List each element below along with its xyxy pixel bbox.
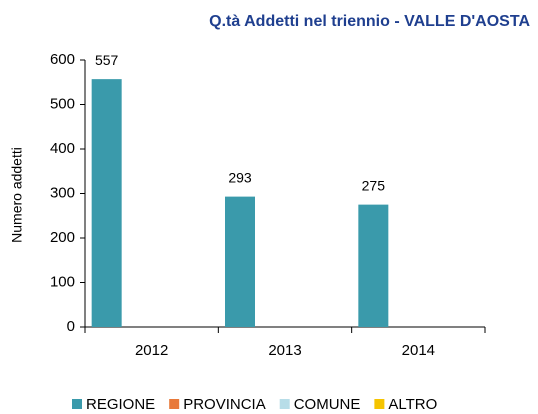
bar: [225, 196, 255, 327]
legend-swatch: [72, 399, 82, 409]
y-axis-label: Numero addetti: [9, 147, 25, 243]
y-tick-label: 0: [67, 318, 75, 335]
y-tick-label: 100: [50, 273, 75, 290]
y-tick-label: 300: [50, 184, 75, 201]
legend-swatch: [169, 399, 180, 409]
x-tick-label: 2013: [268, 342, 301, 359]
data-label: 293: [228, 169, 252, 185]
y-tick-label: 600: [50, 51, 75, 68]
legend-swatch: [279, 399, 290, 409]
legend-label: ALTRO: [388, 396, 437, 413]
chart-title: Q.tà Addetti nel triennio - VALLE D'AOST…: [209, 13, 530, 30]
legend-label: REGIONE: [86, 396, 155, 413]
data-label: 557: [95, 52, 119, 68]
legend-label: PROVINCIA: [183, 396, 266, 413]
data-label: 275: [362, 177, 386, 193]
bar: [91, 79, 122, 327]
y-tick-label: 200: [50, 229, 75, 246]
y-tick-label: 400: [50, 140, 75, 157]
legend-swatch: [374, 399, 385, 409]
legend-label: COMUNE: [294, 396, 361, 413]
x-tick-label: 2014: [402, 342, 435, 359]
bar: [358, 204, 389, 327]
y-tick-label: 500: [50, 95, 75, 112]
x-tick-label: 2012: [135, 342, 168, 359]
